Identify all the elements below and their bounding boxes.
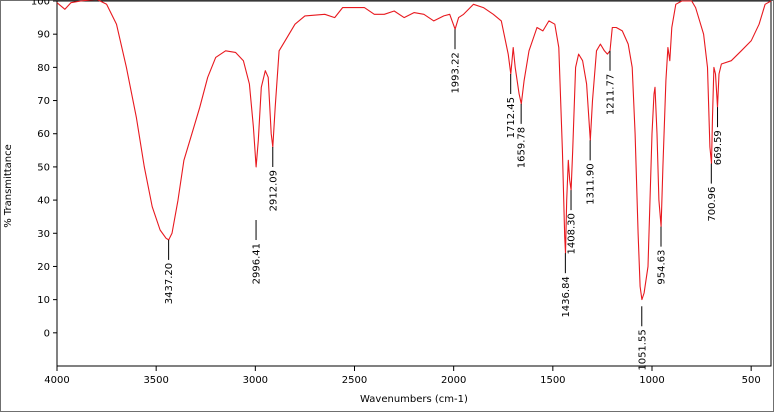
peak-label: 2912.09 [268,170,279,211]
peak-label: 954.63 [657,250,668,285]
x-tick-label: 4000 [44,375,69,386]
x-tick-label: 3000 [243,375,268,386]
x-tick-label: 2500 [342,375,367,386]
x-tick-label: 1000 [639,375,664,386]
y-tick-label: 80 [37,63,50,74]
y-axis-label: % Transmittance [3,144,14,228]
peak-label: 2996.41 [252,243,263,284]
peak-label: 1712.45 [506,97,517,138]
x-axis-ticks: 4000 3500 3000 2500 2000 1500 1000 500 [44,366,761,386]
peak-label: 1993.22 [451,52,462,93]
y-tick-label: 20 [37,262,50,273]
peak-label: 1408.30 [567,213,578,254]
series-layer [56,0,772,301]
y-tick-label: 50 [37,162,50,173]
x-tick-label: 500 [742,375,761,386]
x-tick-label: 3500 [143,375,168,386]
y-tick-label: 100 [31,0,50,8]
peak-label: 1211.77 [606,74,617,115]
y-tick-label: 60 [37,129,50,140]
y-tick-label: 70 [37,96,50,107]
series-line [56,0,772,301]
plot-area [56,0,772,367]
x-axis-label: Wavenumbers (cm-1) [360,394,468,405]
y-tick-label: 90 [37,30,50,41]
peak-label: 1311.90 [586,163,597,204]
y-tick-label: 30 [37,229,50,240]
x-tick-label: 2000 [441,375,466,386]
peak-label: 3437.20 [164,263,175,304]
y-tick-label: 10 [37,295,50,306]
y-tick-label: 40 [37,196,50,207]
peak-label: 700.96 [707,187,718,222]
x-tick-label: 1500 [540,375,565,386]
peak-label: 669.59 [713,130,724,165]
peak-label: 1659.78 [517,127,528,168]
peak-label: 1436.84 [561,276,572,317]
y-tick-label: 0 [44,328,50,339]
peak-label: 1051.55 [637,329,648,370]
peak-annotations: 3437.20 2996.41 2912.09 1993.22 1712.451659.… [164,29,724,371]
